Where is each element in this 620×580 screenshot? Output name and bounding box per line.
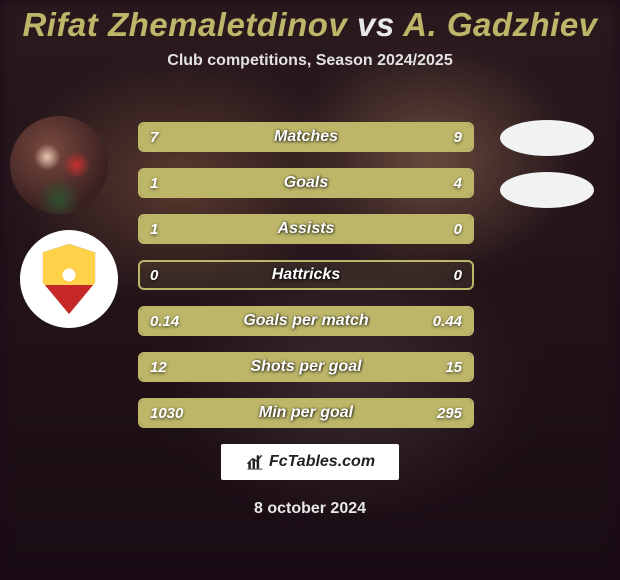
brand-badge: FcTables.com [221,444,399,480]
stat-value-right: 295 [427,400,472,426]
stat-value-left: 0.14 [140,308,189,334]
stat-value-right: 15 [435,354,472,380]
stat-value-left: 1 [140,216,168,242]
stat-value-left: 7 [140,124,168,150]
stat-row: 10Assists [138,214,474,244]
team-ellipse-2 [500,172,594,208]
stat-value-left: 0 [140,262,168,288]
team-ellipse-1 [500,120,594,156]
stat-value-right: 0 [444,262,472,288]
stat-rows: 79Matches14Goals10Assists00Hattricks0.14… [138,122,474,444]
vs-separator: vs [357,6,395,43]
stat-value-left: 12 [140,354,177,380]
comparison-card: Rifat Zhemaletdinov vs A. Gadzhiev Club … [0,0,620,580]
brand-text: FcTables.com [269,453,375,471]
cska-shield-icon [40,244,98,314]
stat-fill-right [206,170,472,196]
stat-row: 0.140.44Goals per match [138,306,474,336]
stat-row: 79Matches [138,122,474,152]
stat-fill-left [140,216,472,242]
player1-avatar [10,116,108,214]
player2-club-badge [20,230,118,328]
stat-row: 0 0Hattricks [138,260,474,290]
player1-name: Rifat Zhemaletdinov [22,6,347,43]
stat-value-right: 4 [444,170,472,196]
brand-chart-icon [245,452,265,472]
stat-label: Hattricks [140,262,472,288]
stat-value-right: 9 [444,124,472,150]
stat-value-right: 0.44 [423,308,472,334]
stat-row: 14Goals [138,168,474,198]
stat-value-left: 1030 [140,400,193,426]
stat-value-left: 1 [140,170,168,196]
player2-name: A. Gadzhiev [403,6,597,43]
stat-value-right: 0 [444,216,472,242]
subtitle: Club competitions, Season 2024/2025 [0,52,620,70]
stat-row: 1030295Min per goal [138,398,474,428]
page-title: Rifat Zhemaletdinov vs A. Gadzhiev [0,0,620,44]
date-text: 8 october 2024 [0,500,620,518]
stat-row: 1215Shots per goal [138,352,474,382]
